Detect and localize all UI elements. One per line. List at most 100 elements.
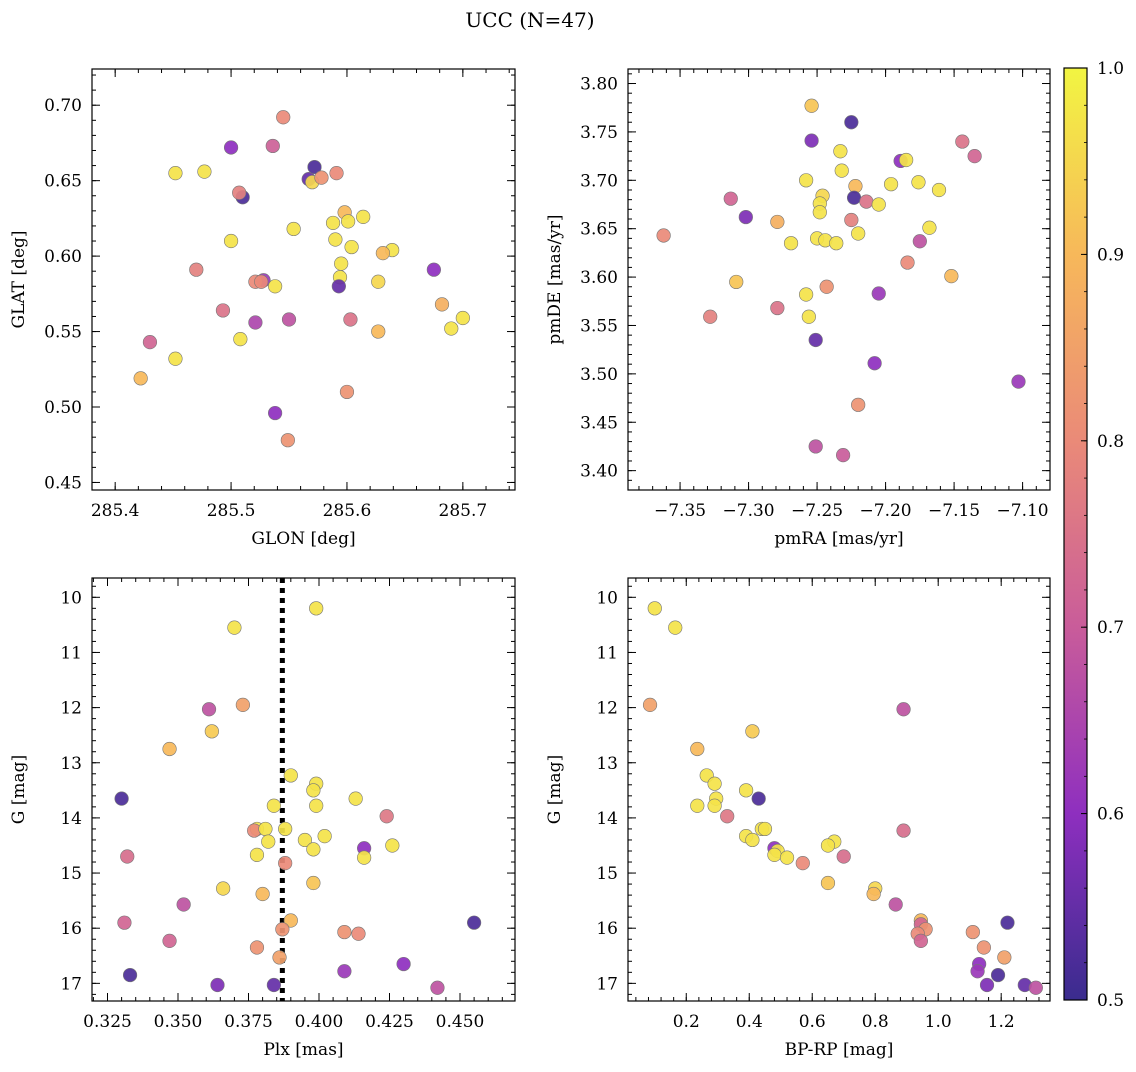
data-point [249, 847, 265, 862]
y-tick-label: 16 [60, 919, 82, 939]
x-axis-label: pmRA [mas/yr] [774, 529, 903, 549]
data-point [197, 164, 212, 179]
ticks [92, 578, 515, 1001]
data-point [467, 915, 482, 930]
data-point [268, 279, 283, 294]
data-point [829, 236, 844, 251]
data-point [162, 933, 177, 948]
data-point [779, 850, 795, 865]
data-point [751, 791, 766, 806]
data-point [804, 98, 819, 113]
data-point [851, 397, 866, 412]
data-point [647, 601, 662, 616]
data-point [844, 212, 859, 228]
data-point [266, 977, 281, 993]
y-axis-label: G [mag] [9, 755, 29, 824]
data-point [444, 321, 459, 336]
data-point [396, 956, 411, 972]
data-point [328, 232, 343, 247]
y-tick-label: 12 [596, 699, 618, 719]
data-point [836, 849, 851, 864]
data-point [967, 149, 982, 164]
scatter-panel-3: 0.325 0.350 0.375 0.400 0.425 0.450 10 11 12 13 14… [9, 577, 516, 1060]
data-point [371, 324, 386, 339]
y-tick-label: 14 [60, 809, 82, 829]
y-tick-label: 3.70 [580, 171, 618, 191]
data-point [314, 170, 329, 185]
data-point [343, 312, 358, 327]
x-tick-label: 1.0 [925, 1012, 952, 1032]
y-tick-label: 0.60 [44, 247, 82, 267]
data-point [795, 856, 810, 871]
data-point [912, 234, 927, 249]
data-point [216, 881, 231, 896]
data-point [808, 439, 823, 454]
data-point [317, 829, 332, 844]
figure-title: UCC (N=47) [465, 8, 594, 32]
data-point [268, 405, 283, 421]
data-point [329, 166, 344, 181]
data-point [668, 620, 683, 635]
data-point [770, 300, 785, 316]
data-point [871, 286, 886, 301]
data-point [297, 832, 313, 848]
data-point [851, 226, 866, 241]
x-tick-label: −7.10 [997, 501, 1049, 521]
y-tick-label: 3.55 [580, 316, 618, 336]
data-point [965, 924, 980, 940]
data-point [223, 140, 239, 155]
data-point [122, 967, 138, 983]
data-point [820, 875, 836, 891]
data-point [379, 809, 394, 824]
colorbar-tick-label: 0.5 [1097, 991, 1124, 1011]
data-point [1028, 980, 1043, 995]
data-point [275, 922, 290, 937]
y-tick-label: 15 [596, 864, 618, 884]
data-point [120, 849, 135, 864]
x-tick-label: −7.35 [654, 501, 706, 521]
y-axis-label: GLAT [deg] [9, 230, 29, 328]
data-point [990, 967, 1006, 983]
y-axis-label: G [mag] [545, 755, 565, 824]
ticks [628, 578, 1050, 1001]
data-point [255, 886, 270, 902]
data-point [176, 897, 191, 912]
data-point [249, 940, 265, 955]
data-point [799, 173, 814, 188]
y-tick-label: 17 [596, 974, 618, 994]
x-tick-label: 0.4 [736, 1012, 763, 1032]
colorbar-tick-label: 0.8 [1097, 432, 1124, 452]
data-point [283, 768, 298, 783]
data-point [337, 924, 352, 940]
data-point [426, 262, 441, 277]
y-tick-label: 15 [60, 864, 82, 884]
x-tick-label: 0.2 [673, 1012, 700, 1032]
data-point [331, 279, 346, 294]
data-point [337, 964, 352, 979]
data-point [913, 933, 928, 948]
data-point [306, 783, 321, 798]
x-tick-label: 0.8 [862, 1012, 889, 1032]
data-point [307, 159, 322, 175]
data-point [1000, 915, 1015, 930]
data-point [1011, 374, 1026, 389]
data-point [896, 702, 911, 717]
data-point [720, 809, 735, 824]
data-points [133, 110, 470, 448]
data-point [371, 274, 386, 289]
y-tick-label: 3.60 [580, 268, 618, 288]
data-point [808, 332, 823, 348]
axes-frame [91, 577, 516, 1002]
y-tick-label: 0.55 [44, 323, 82, 343]
data-point [757, 821, 773, 837]
data-point [770, 214, 785, 230]
y-tick-label: 14 [596, 809, 618, 829]
data-point [723, 191, 738, 206]
data-point [261, 834, 276, 849]
data-point [931, 182, 947, 198]
data-point [997, 950, 1012, 965]
data-point [899, 152, 914, 168]
data-point [117, 915, 132, 930]
ticks [628, 69, 1051, 491]
